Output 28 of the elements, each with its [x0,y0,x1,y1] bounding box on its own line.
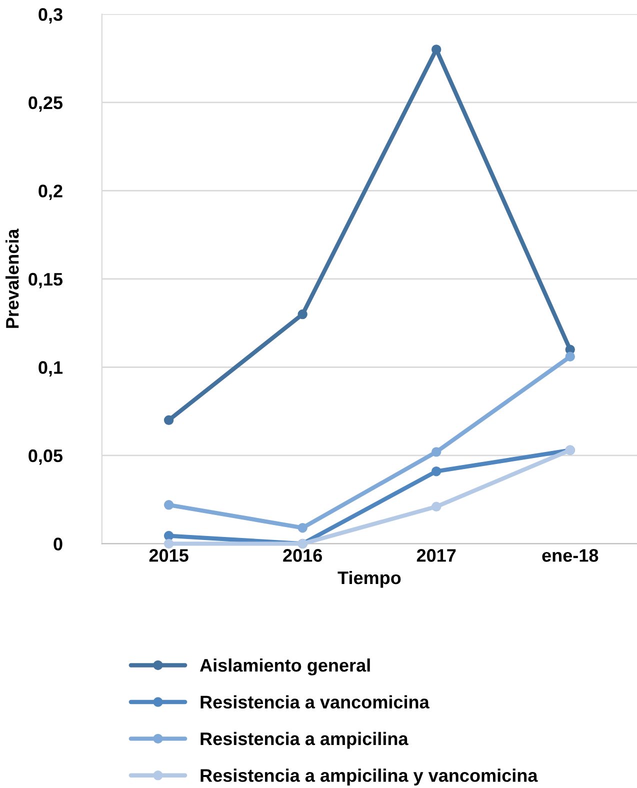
point [565,352,575,362]
point [164,500,174,510]
x-tick-label: 2017 [416,549,456,562]
x-tick-label: 2015 [149,549,188,562]
y-axis-title: Prevalencia [6,228,19,328]
x-tick-label: ene-18 [542,549,598,562]
point [164,530,174,541]
point [431,44,442,54]
point [431,466,442,476]
x-tick-label: 2016 [283,549,322,562]
point [431,502,442,512]
y-tick-label: 0,1 [38,361,63,377]
legend-label: Resistencia a vancomicina [200,695,430,709]
point [164,538,174,549]
legend-label: Aislamiento general [200,658,370,676]
point [298,522,308,533]
x-axis-title: Tiempo [338,570,401,588]
point [298,309,308,320]
y-tick-label: 0,15 [28,272,63,288]
point [164,415,174,426]
legend-label: Resistencia a ampicilina y vancomicina [200,768,538,786]
legend-label: Resistencia a ampicilina [200,732,408,749]
y-tick-label: 0,2 [38,184,62,200]
point [431,447,442,457]
y-tick-label: 0,3 [38,8,62,24]
y-tick-label: 0,25 [28,96,63,112]
y-tick-label: 0,05 [28,449,63,465]
y-tick-label: 0 [54,538,62,550]
